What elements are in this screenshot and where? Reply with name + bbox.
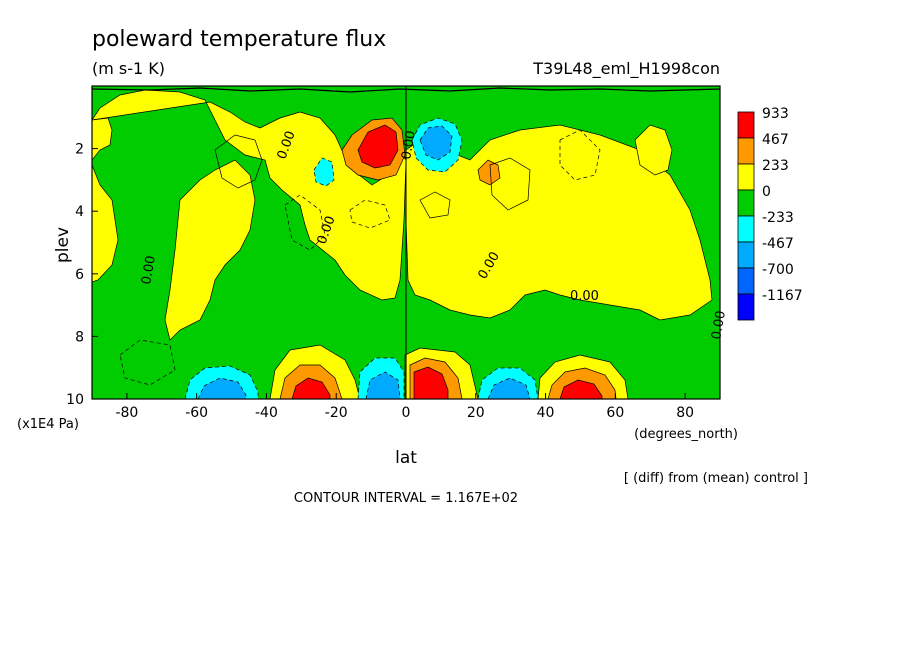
legend-swatch — [737, 189, 755, 217]
chart-title: poleward temperature flux — [92, 27, 386, 52]
contour-fill-233 — [477, 159, 501, 186]
contour-fill-neg-233 — [313, 157, 335, 187]
y-tick-label: 6 — [75, 267, 84, 283]
legend-label: 233 — [762, 158, 789, 174]
contour-line — [92, 87, 720, 93]
contour-fill-neg-467 — [197, 377, 247, 399]
contour-label: 0.00 — [139, 255, 159, 286]
x-tick-label: 40 — [537, 405, 555, 421]
x-tick-label: 60 — [606, 405, 624, 421]
contour-fill-neg-467 — [419, 125, 453, 161]
x-axis-units: (degrees_north) — [634, 427, 738, 442]
y-axis-label: plev — [53, 227, 73, 263]
contour-fill-467 — [559, 379, 603, 399]
y-tick-label: 4 — [75, 204, 84, 220]
contour-label: 0.00 — [399, 130, 419, 161]
contour-fill-neg-467 — [487, 377, 531, 399]
x-tick-label: -60 — [185, 405, 208, 421]
y-axis: 2 4 6 8 10 — [66, 142, 98, 408]
contour-label: 0.00 — [570, 289, 599, 304]
contour-line — [419, 191, 451, 219]
x-tick-label: 0 — [402, 405, 411, 421]
contour-line — [559, 129, 601, 181]
contour-fill-positive — [92, 117, 113, 161]
x-axis-label: lat — [395, 448, 417, 468]
y-tick-label: 2 — [75, 142, 84, 158]
x-tick-label: 80 — [676, 405, 694, 421]
legend-label: 0 — [762, 184, 771, 200]
contour-fill-467 — [291, 377, 331, 399]
contour-fill-neg-467 — [365, 371, 401, 399]
contour-label: 0.00 — [709, 310, 729, 341]
x-tick-label: -40 — [255, 405, 278, 421]
x-axis: -80 -60 -40 -20 0 20 40 60 80 — [115, 393, 694, 421]
legend-label: 933 — [762, 106, 789, 122]
legend-swatch — [737, 293, 755, 321]
contour-interval: CONTOUR INTERVAL = 1.167E+02 — [294, 491, 518, 506]
diff-note: [ (diff) from (mean) control ] — [624, 471, 808, 486]
legend-label: -1167 — [762, 288, 803, 304]
x-tick-label: 20 — [467, 405, 485, 421]
legend-label: -233 — [762, 210, 794, 226]
contour-fill-467 — [357, 124, 399, 169]
contour-line — [214, 134, 263, 189]
contour-fill-positive — [634, 124, 673, 176]
plot-area: 0.00 0.00 0.00 0.00 0.00 0.00 0.00 — [91, 85, 729, 400]
contour-line — [349, 199, 391, 229]
legend-label: -700 — [762, 262, 794, 278]
legend-swatch — [737, 267, 755, 295]
x-tick-label: -20 — [325, 405, 348, 421]
y-tick-label: 10 — [66, 392, 84, 408]
contour-line — [489, 157, 531, 211]
legend-swatch — [737, 137, 755, 165]
chart-units: (m s-1 K) — [92, 59, 165, 78]
legend-label: 467 — [762, 132, 789, 148]
x-tick-label: -80 — [115, 405, 138, 421]
contour-fill-467 — [413, 366, 449, 399]
legend-swatch — [737, 163, 755, 191]
legend-swatch — [737, 241, 755, 269]
run-label: T39L48_eml_H1998con — [532, 59, 720, 79]
y-axis-units: (x1E4 Pa) — [17, 417, 79, 432]
legend-swatch — [737, 215, 755, 243]
legend-swatch — [737, 111, 755, 139]
colorbar-legend: 933 467 233 0 -233 -467 -700 -1167 — [737, 106, 803, 321]
contour-fill-positive — [92, 164, 119, 283]
legend-label: -467 — [762, 236, 794, 252]
contour-line — [119, 339, 176, 386]
contour-fill-positive — [92, 89, 407, 301]
y-tick-label: 8 — [75, 329, 84, 345]
contour-fill-positive — [164, 159, 256, 341]
